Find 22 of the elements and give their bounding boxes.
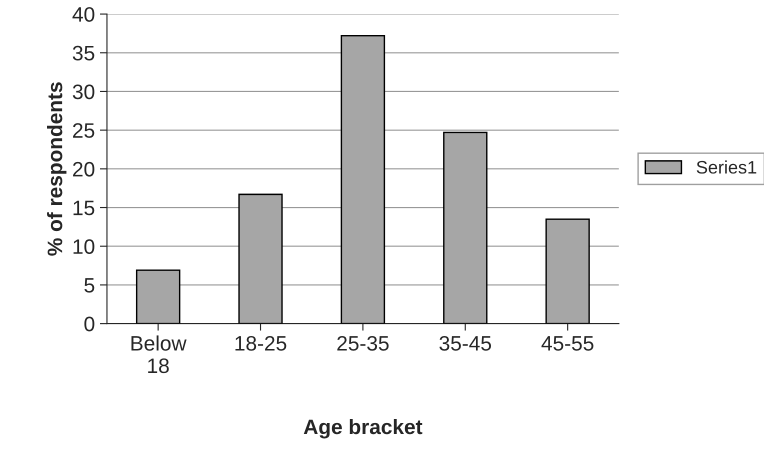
bar (545, 218, 590, 324)
y-tick-label: 25 (73, 123, 94, 138)
y-tick-label: 10 (74, 239, 94, 254)
y-tick-label: 40 (72, 7, 94, 22)
bar (340, 35, 386, 324)
y-tick-label: 35 (72, 46, 94, 61)
x-axis-title: Age bracket (304, 418, 422, 438)
x-tick-label: Below 18 (131, 335, 187, 374)
y-tick-label: 15 (74, 200, 94, 216)
y-tick-label: 30 (72, 84, 94, 100)
bar (238, 194, 283, 324)
y-tick-label: 20 (73, 162, 94, 177)
y-tick-label: 0 (84, 316, 94, 332)
bar (136, 270, 180, 324)
y-axis-title: % of respondents (47, 82, 66, 256)
x-tick-label: 18-25 (235, 336, 286, 351)
x-tick-label: 35-45 (439, 336, 492, 351)
bar (443, 132, 488, 324)
y-tick-label: 5 (84, 278, 94, 293)
legend-label: Series1 (696, 160, 756, 174)
x-tick-label: 25-35 (337, 336, 389, 351)
x-tick-label: 45-55 (541, 336, 594, 351)
